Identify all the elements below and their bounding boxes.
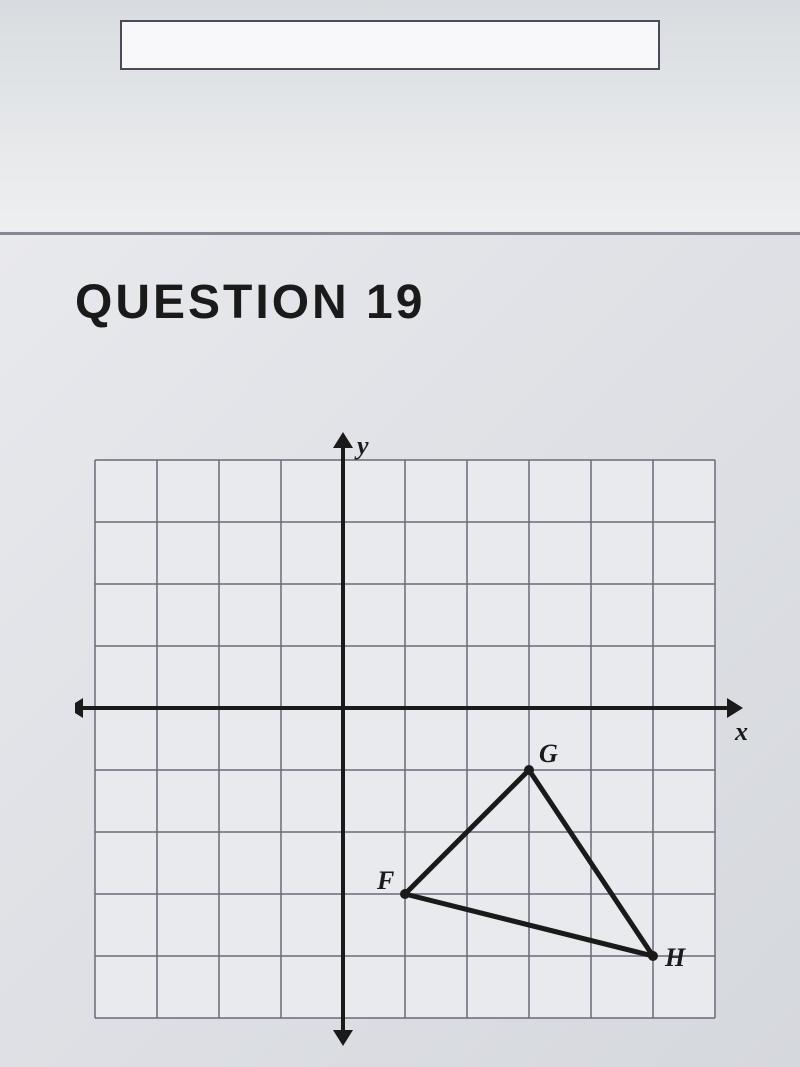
vertex-g <box>524 765 534 775</box>
answer-input-box[interactable] <box>120 20 660 70</box>
coordinate-chart: y x G F H <box>75 430 755 1050</box>
vertex-f <box>400 889 410 899</box>
question-title: QUESTION 19 <box>75 275 425 330</box>
vertex-label-h: H <box>664 943 686 972</box>
vertex-h <box>648 951 658 961</box>
x-axis-label: x <box>734 717 748 746</box>
vertex-label-g: G <box>539 739 558 768</box>
y-axis-label: y <box>354 431 369 460</box>
vertex-label-f: F <box>376 866 394 895</box>
